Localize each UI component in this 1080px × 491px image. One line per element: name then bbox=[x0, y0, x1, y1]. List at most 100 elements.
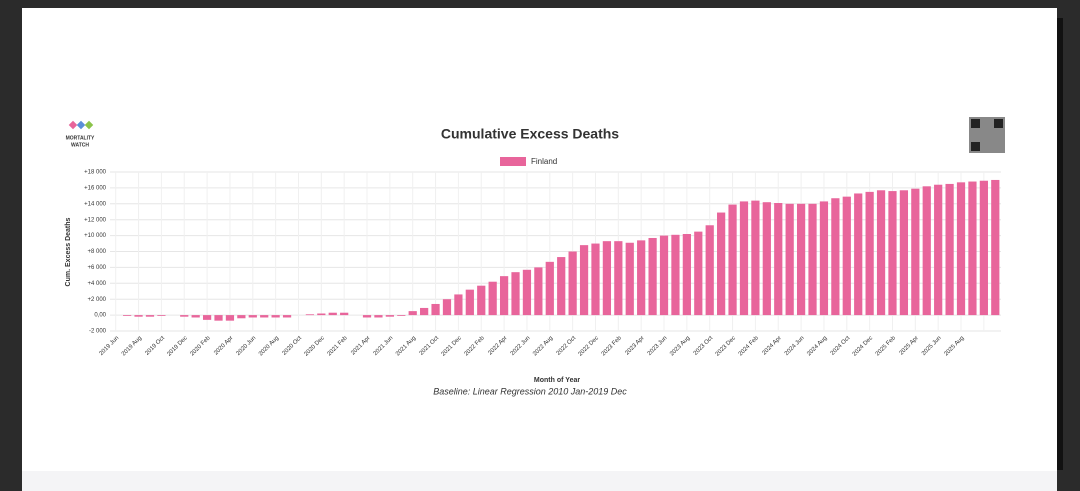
bar bbox=[442, 299, 452, 316]
bar bbox=[123, 315, 132, 316]
bar bbox=[671, 234, 680, 316]
bar bbox=[248, 315, 257, 318]
bar bbox=[134, 315, 143, 317]
bar bbox=[762, 202, 771, 316]
qr-corner bbox=[971, 119, 980, 128]
bar bbox=[899, 190, 909, 316]
bar bbox=[625, 242, 634, 316]
bar bbox=[477, 285, 486, 316]
chart-title: Cumulative Excess Deaths bbox=[441, 126, 619, 142]
bar bbox=[991, 179, 1000, 316]
bar bbox=[751, 200, 760, 316]
bar bbox=[214, 315, 223, 321]
bar bbox=[420, 307, 429, 316]
bar bbox=[876, 190, 886, 316]
bar bbox=[362, 315, 372, 318]
bar bbox=[968, 181, 977, 316]
bar bbox=[682, 234, 691, 316]
logo-dot bbox=[68, 120, 78, 130]
bar bbox=[385, 315, 394, 317]
y-tick-label: +8 000 bbox=[87, 249, 106, 255]
bar bbox=[705, 225, 714, 316]
legend-swatch bbox=[500, 157, 526, 166]
bar bbox=[694, 231, 703, 316]
bar bbox=[602, 241, 612, 316]
bar bbox=[145, 315, 155, 317]
bar bbox=[614, 241, 623, 316]
bar bbox=[328, 312, 337, 316]
bar bbox=[911, 188, 920, 316]
y-tick-label: +12 000 bbox=[84, 217, 107, 223]
bar bbox=[865, 191, 874, 316]
bar bbox=[317, 313, 326, 316]
bar bbox=[225, 315, 235, 321]
bar bbox=[374, 315, 383, 318]
bar bbox=[956, 182, 966, 316]
logo-dot bbox=[76, 120, 86, 130]
bar bbox=[808, 203, 817, 316]
panel-footer bbox=[22, 471, 1057, 491]
bar bbox=[568, 251, 577, 316]
logo: MORTALITY WATCH bbox=[66, 120, 95, 148]
bar bbox=[202, 315, 212, 320]
bar bbox=[397, 315, 406, 316]
legend-label: Finland bbox=[531, 157, 557, 166]
bar bbox=[774, 203, 783, 316]
bar bbox=[260, 315, 269, 318]
bar bbox=[819, 201, 829, 316]
bar bbox=[511, 272, 520, 316]
right-edge bbox=[1057, 18, 1063, 470]
y-tick-label: +6 000 bbox=[87, 265, 106, 271]
bar bbox=[739, 201, 749, 316]
bar bbox=[717, 212, 726, 316]
bar bbox=[728, 204, 737, 316]
bar bbox=[922, 186, 931, 316]
bar bbox=[785, 203, 794, 316]
bar bbox=[579, 245, 589, 316]
bar bbox=[305, 314, 315, 316]
bar bbox=[842, 196, 851, 316]
bar bbox=[979, 180, 988, 316]
y-tick-label: +14 000 bbox=[84, 201, 107, 207]
qr-corner bbox=[971, 142, 980, 151]
bar bbox=[831, 198, 840, 316]
bar bbox=[465, 289, 474, 316]
bar bbox=[934, 184, 943, 316]
bar bbox=[340, 312, 349, 316]
bar bbox=[499, 276, 509, 316]
bar bbox=[191, 315, 200, 318]
bar bbox=[431, 303, 440, 316]
y-tick-label: +4 000 bbox=[87, 281, 106, 287]
bar bbox=[888, 191, 897, 316]
bar bbox=[237, 315, 246, 319]
bar bbox=[796, 203, 806, 316]
bar bbox=[945, 183, 954, 316]
bar bbox=[488, 281, 497, 316]
qr-corner bbox=[994, 119, 1003, 128]
qr-code bbox=[969, 117, 1005, 153]
y-axis-label: Cum. Excess Deaths bbox=[65, 217, 72, 286]
bar bbox=[408, 311, 417, 316]
y-tick-label: +18 000 bbox=[84, 170, 107, 176]
x-axis-label: Month of Year bbox=[534, 377, 580, 384]
bar bbox=[271, 315, 280, 318]
bar bbox=[522, 269, 532, 316]
logo-text: MORTALITY bbox=[66, 135, 95, 141]
logo-dot bbox=[84, 120, 94, 130]
y-tick-label: 0,00 bbox=[94, 313, 106, 319]
bar bbox=[659, 235, 669, 316]
bar bbox=[180, 315, 189, 317]
caption: Baseline: Linear Regression 2010 Jan-201… bbox=[433, 386, 627, 396]
bar bbox=[854, 193, 863, 316]
bar bbox=[282, 315, 292, 318]
bar bbox=[454, 294, 463, 316]
y-tick-label: -2 000 bbox=[89, 329, 107, 335]
bar bbox=[545, 261, 554, 316]
bar bbox=[591, 243, 600, 316]
logo-text: WATCH bbox=[71, 142, 89, 148]
bar bbox=[534, 267, 543, 316]
bar bbox=[157, 315, 166, 316]
y-tick-label: +2 000 bbox=[87, 297, 106, 303]
